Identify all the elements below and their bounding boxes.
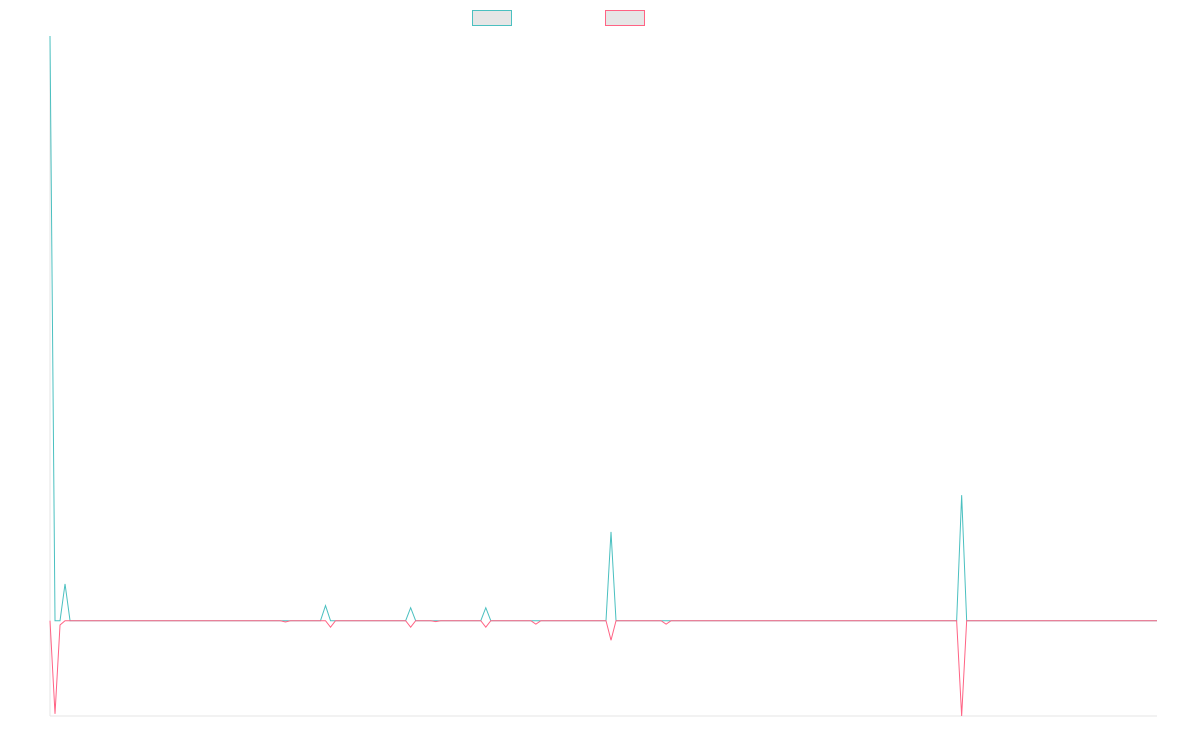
series-layer xyxy=(49,35,1157,717)
legend-swatch-2 xyxy=(605,10,645,26)
axes xyxy=(49,36,1157,717)
series-line-2 xyxy=(49,620,1157,717)
legend-swatch-1 xyxy=(472,10,512,26)
legend xyxy=(472,10,645,26)
series-line-1 xyxy=(49,35,1157,622)
